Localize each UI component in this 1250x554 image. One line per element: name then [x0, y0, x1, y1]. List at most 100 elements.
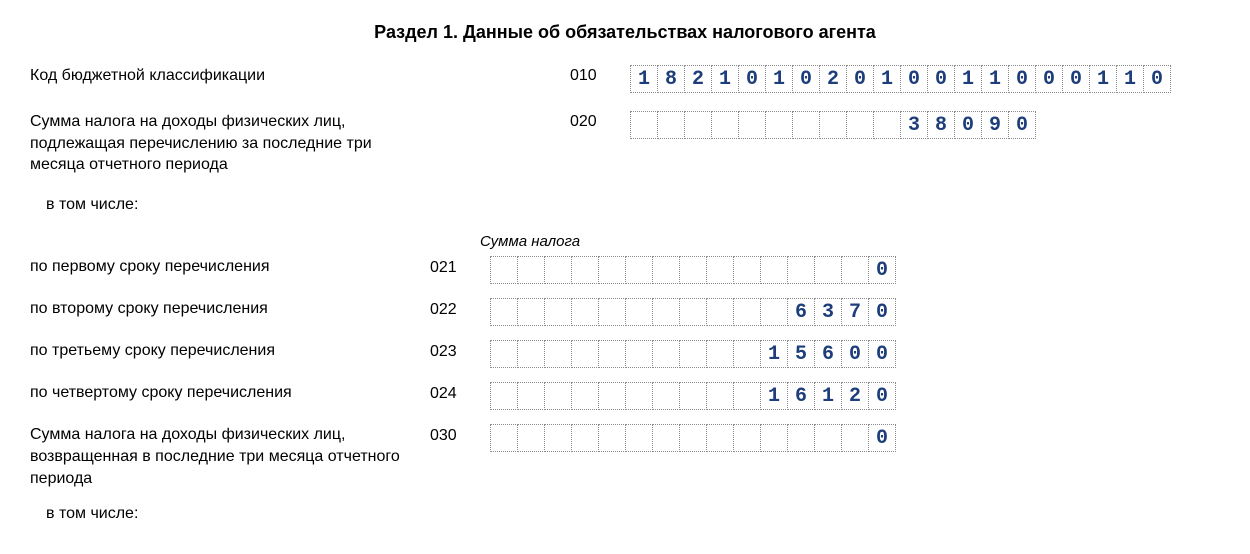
- including-label-2: в том числе:: [30, 503, 446, 525]
- row-010: Код бюджетной классификации 010 18210102…: [30, 65, 1220, 93]
- cell: [652, 256, 680, 284]
- row-023-cells: 15600: [490, 340, 895, 368]
- row-020-cells: 38090: [630, 111, 1220, 139]
- row-024-label: по четвертому сроку перечисления: [30, 382, 430, 404]
- cell: [598, 340, 626, 368]
- cell: [760, 298, 788, 326]
- including-label-1: в том числе:: [30, 194, 446, 216]
- cell: 1: [711, 65, 739, 93]
- cell: 0: [738, 65, 766, 93]
- row-022-code: 022: [430, 298, 490, 319]
- cell: [490, 298, 518, 326]
- cell: [652, 340, 680, 368]
- cell: 0: [868, 298, 896, 326]
- cell: [598, 256, 626, 284]
- cell: [733, 340, 761, 368]
- cell: 0: [846, 65, 874, 93]
- cell: [657, 111, 685, 139]
- cell: [625, 256, 653, 284]
- cell: [841, 424, 869, 452]
- cell: [684, 111, 712, 139]
- cell: [490, 340, 518, 368]
- cell: [760, 424, 788, 452]
- cell: [571, 256, 599, 284]
- row-024: по четвертому сроку перечисления02416120: [30, 382, 1220, 410]
- cell: 1: [981, 65, 1009, 93]
- cell: [706, 340, 734, 368]
- cell: 1: [1089, 65, 1117, 93]
- row-021-label: по первому сроку перечисления: [30, 256, 430, 278]
- cell: 1: [954, 65, 982, 93]
- row-023-label: по третьему сроку перечисления: [30, 340, 430, 362]
- cell: [679, 340, 707, 368]
- cell: [873, 111, 901, 139]
- cell: [733, 424, 761, 452]
- cell: [706, 382, 734, 410]
- cell: [544, 382, 572, 410]
- cell: [679, 424, 707, 452]
- cell: [706, 424, 734, 452]
- cell: 8: [927, 111, 955, 139]
- row-021-code: 021: [430, 256, 490, 277]
- cell: [571, 382, 599, 410]
- row-024-cells: 16120: [490, 382, 895, 410]
- cell: 5: [787, 340, 815, 368]
- cell: 1: [765, 65, 793, 93]
- cell: [679, 298, 707, 326]
- cell: [706, 298, 734, 326]
- cell: [625, 382, 653, 410]
- cell: [598, 382, 626, 410]
- cell: [630, 111, 658, 139]
- row-010-label: Код бюджетной классификации: [30, 65, 430, 87]
- cell: 0: [1008, 111, 1036, 139]
- cell: [706, 256, 734, 284]
- row-023: по третьему сроку перечисления02315600: [30, 340, 1220, 368]
- row-023-code: 023: [430, 340, 490, 361]
- cell: 7: [841, 298, 869, 326]
- cell: 9: [981, 111, 1009, 139]
- cell: [517, 340, 545, 368]
- cell: [733, 382, 761, 410]
- row-020-label: Сумма налога на доходы физических лиц, п…: [30, 111, 430, 176]
- cell: [544, 340, 572, 368]
- cell: 0: [868, 424, 896, 452]
- row-022-cells: 6370: [490, 298, 895, 326]
- cell: [625, 298, 653, 326]
- row-030: Сумма налога на доходы физических лиц, в…: [30, 424, 1220, 489]
- cell: 1: [873, 65, 901, 93]
- cell: [490, 424, 518, 452]
- cell: [625, 340, 653, 368]
- cell: [738, 111, 766, 139]
- cell: 0: [1062, 65, 1090, 93]
- row-030-label: Сумма налога на доходы физических лиц, в…: [30, 424, 430, 489]
- cell: 1: [1116, 65, 1144, 93]
- cell: [571, 424, 599, 452]
- cell: [819, 111, 847, 139]
- cell: [571, 340, 599, 368]
- cell: [679, 256, 707, 284]
- cell: [652, 298, 680, 326]
- cell: 1: [760, 340, 788, 368]
- cell: [517, 382, 545, 410]
- row-021: по первому сроку перечисления0210: [30, 256, 1220, 284]
- cell: [814, 424, 842, 452]
- cell: 8: [657, 65, 685, 93]
- sub-header: Сумма налога: [480, 233, 580, 250]
- cell: [760, 256, 788, 284]
- cell: 3: [900, 111, 928, 139]
- cell: 1: [630, 65, 658, 93]
- cell: [711, 111, 739, 139]
- row-030-cells: 0: [490, 424, 895, 452]
- cell: 2: [841, 382, 869, 410]
- cell: 3: [814, 298, 842, 326]
- cell: 6: [787, 382, 815, 410]
- sub-section: Сумма налога по первому сроку перечислен…: [30, 233, 1220, 489]
- cell: [814, 256, 842, 284]
- cell: [792, 111, 820, 139]
- cell: 0: [1008, 65, 1036, 93]
- cell: [787, 424, 815, 452]
- cell: 0: [792, 65, 820, 93]
- cell: [841, 256, 869, 284]
- cell: [517, 298, 545, 326]
- cell: 0: [1035, 65, 1063, 93]
